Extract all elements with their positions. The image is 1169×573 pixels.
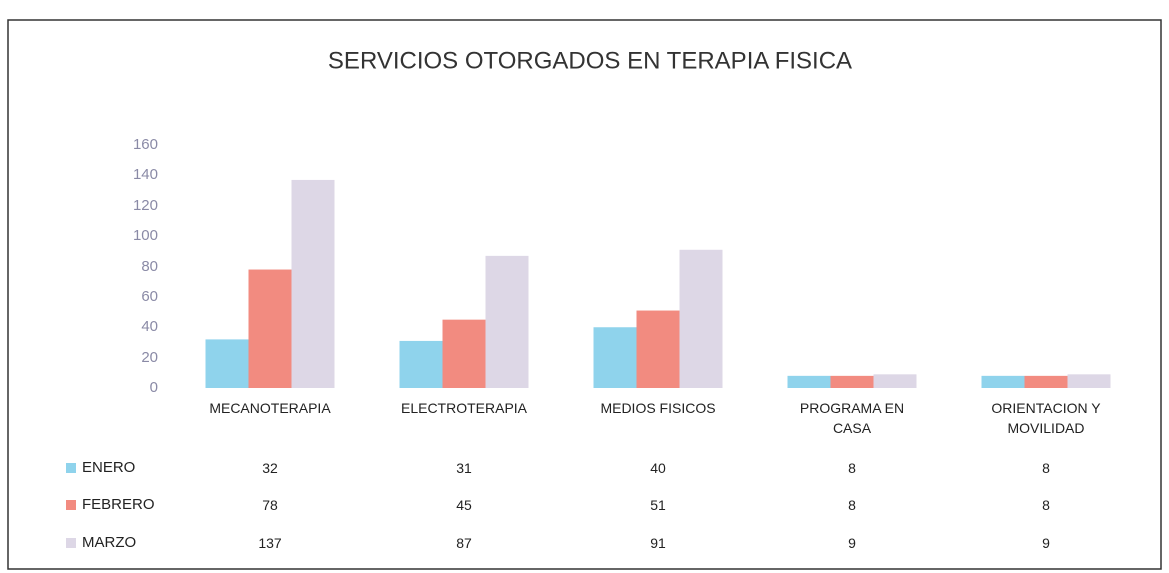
- bar: [248, 269, 292, 388]
- x-tick-label: MEDIOS FISICOS: [600, 400, 716, 416]
- bar: [679, 249, 723, 388]
- legend-swatch: [66, 463, 76, 473]
- table-value: 8: [1042, 497, 1050, 513]
- bar: [442, 319, 486, 388]
- table-value: 78: [262, 497, 278, 513]
- y-tick-label: 20: [141, 348, 158, 366]
- legend-label: ENERO: [82, 459, 136, 476]
- bar: [873, 374, 917, 388]
- table-value: 91: [650, 535, 666, 551]
- table-value: 31: [456, 460, 472, 476]
- legend-swatch: [66, 538, 76, 548]
- x-tick-label: MECANOTERAPIA: [209, 400, 331, 416]
- table-value: 87: [456, 535, 472, 551]
- table-value: 8: [1042, 460, 1050, 476]
- legend-label: FEBRERO: [82, 496, 155, 513]
- table-value: 8: [848, 460, 856, 476]
- bar: [1067, 374, 1111, 388]
- x-tick-label: ELECTROTERAPIA: [400, 400, 528, 416]
- x-tick-label: PROGRAMA EN CASA: [799, 400, 905, 436]
- bar: [636, 310, 680, 388]
- bar: [830, 375, 874, 388]
- table-value: 9: [1042, 535, 1050, 551]
- table-value: 40: [650, 460, 666, 476]
- y-tick-label: 80: [141, 257, 158, 275]
- y-tick-label: 160: [132, 136, 158, 153]
- bar: [399, 340, 443, 388]
- bar: [205, 339, 249, 388]
- bar: [787, 375, 831, 388]
- table-value: 8: [848, 497, 856, 513]
- frame: [7, 19, 1162, 570]
- y-tick-label: 60: [141, 287, 158, 305]
- y-tick-label: 120: [132, 196, 158, 214]
- chart-title: SERVICIOS OTORGADOS EN TERAPIA FISICA: [328, 47, 852, 74]
- y-tick-label: 0: [149, 379, 158, 396]
- bar: [1024, 375, 1068, 388]
- table-value: 9: [848, 535, 856, 551]
- legend-label: MARZO: [82, 534, 137, 551]
- y-tick-label: 40: [141, 318, 158, 336]
- table-value: 51: [650, 497, 666, 513]
- bar: [593, 327, 637, 388]
- x-tick-label: ORIENTACION Y MOVILIDAD: [991, 400, 1101, 436]
- y-tick-label: 140: [132, 166, 158, 184]
- y-tick-label: 100: [132, 227, 158, 245]
- bar: [485, 255, 529, 388]
- legend-swatch: [66, 500, 76, 510]
- bar: [291, 179, 335, 388]
- table-value: 32: [262, 460, 278, 476]
- table-value: 137: [258, 535, 282, 551]
- bar: [981, 375, 1025, 388]
- table-value: 45: [456, 497, 472, 513]
